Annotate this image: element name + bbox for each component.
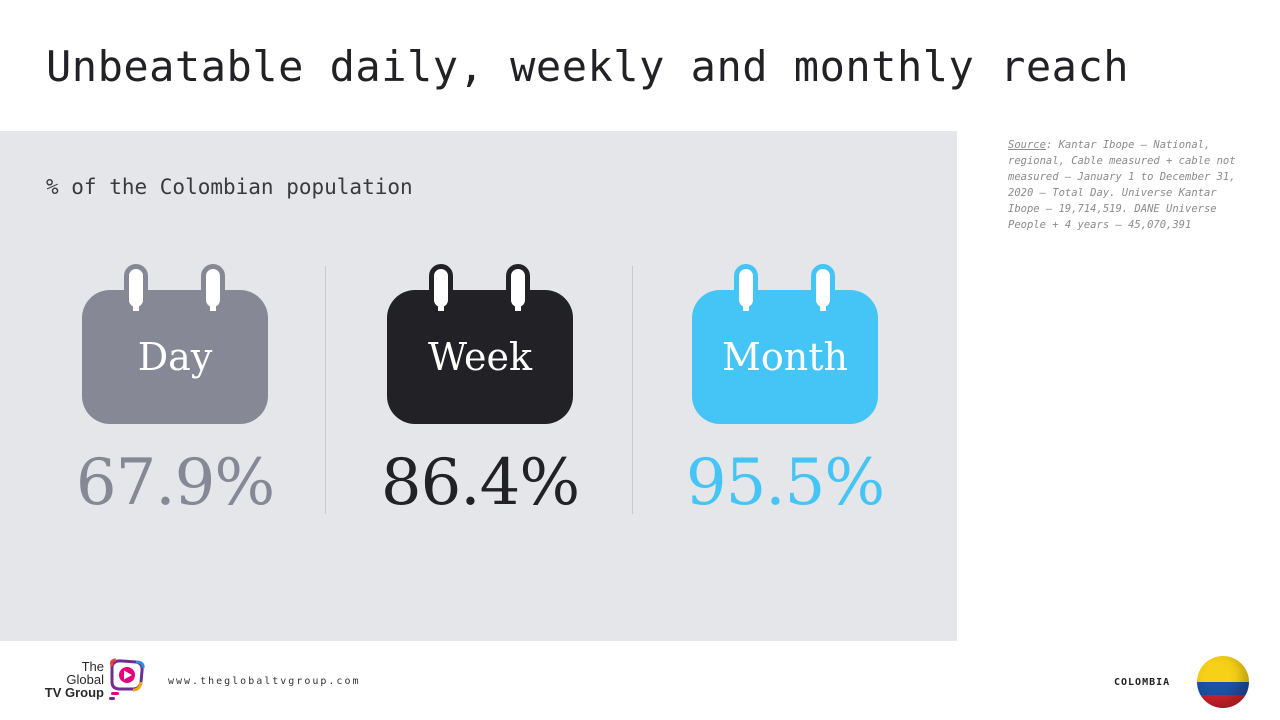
logo-line: TV Group (44, 685, 104, 700)
source-note: Source: Kantar Ibope – National, regiona… (1008, 137, 1248, 233)
calendar-icon: Week (387, 264, 573, 424)
panel-subtitle: % of the Colombian population (46, 175, 413, 199)
logo-line: The (81, 659, 104, 674)
divider (325, 266, 326, 514)
divider (632, 266, 633, 514)
calendar-icon: Month (692, 264, 878, 424)
logo-line: Global (66, 672, 104, 687)
calendar-ring-left (124, 264, 148, 312)
metric-week: Week 86.4% (381, 264, 580, 524)
calendar-body (387, 290, 573, 424)
calendar-body (692, 290, 878, 424)
metric-label: Day (137, 335, 213, 379)
metric-value: 67.9% (75, 446, 275, 520)
metric-month: Month 95.5% (686, 264, 885, 524)
metric-day: Day 67.9% (76, 264, 275, 524)
calendar-body (82, 290, 268, 424)
reach-panel: % of the Colombian population Day 67.9% … (0, 131, 957, 641)
country-label: COLOMBIA (1114, 677, 1171, 688)
metric-value: 86.4% (380, 446, 580, 520)
website-url[interactable]: www.theglobaltvgroup.com (168, 676, 361, 687)
calendar-icon: Day (82, 264, 268, 424)
source-text: : Kantar Ibope – National, regional, Cab… (1008, 139, 1236, 231)
calendar-ring-left (429, 264, 453, 312)
colombia-flag-icon (1197, 656, 1249, 708)
logo-wordmark: The Global TV Group (34, 660, 104, 699)
metric-label: Month (721, 335, 848, 379)
company-logo: The Global TV Group (34, 656, 146, 708)
calendar-ring-right (201, 264, 225, 312)
metric-label: Week (428, 335, 532, 379)
calendar-ring-right (506, 264, 530, 312)
logo-mark-icon (109, 658, 145, 700)
page-title: Unbeatable daily, weekly and monthly rea… (46, 42, 1130, 91)
calendar-ring-left (734, 264, 758, 312)
calendar-ring-right (811, 264, 835, 312)
metric-value: 95.5% (685, 446, 885, 520)
source-label: Source (1008, 139, 1046, 151)
